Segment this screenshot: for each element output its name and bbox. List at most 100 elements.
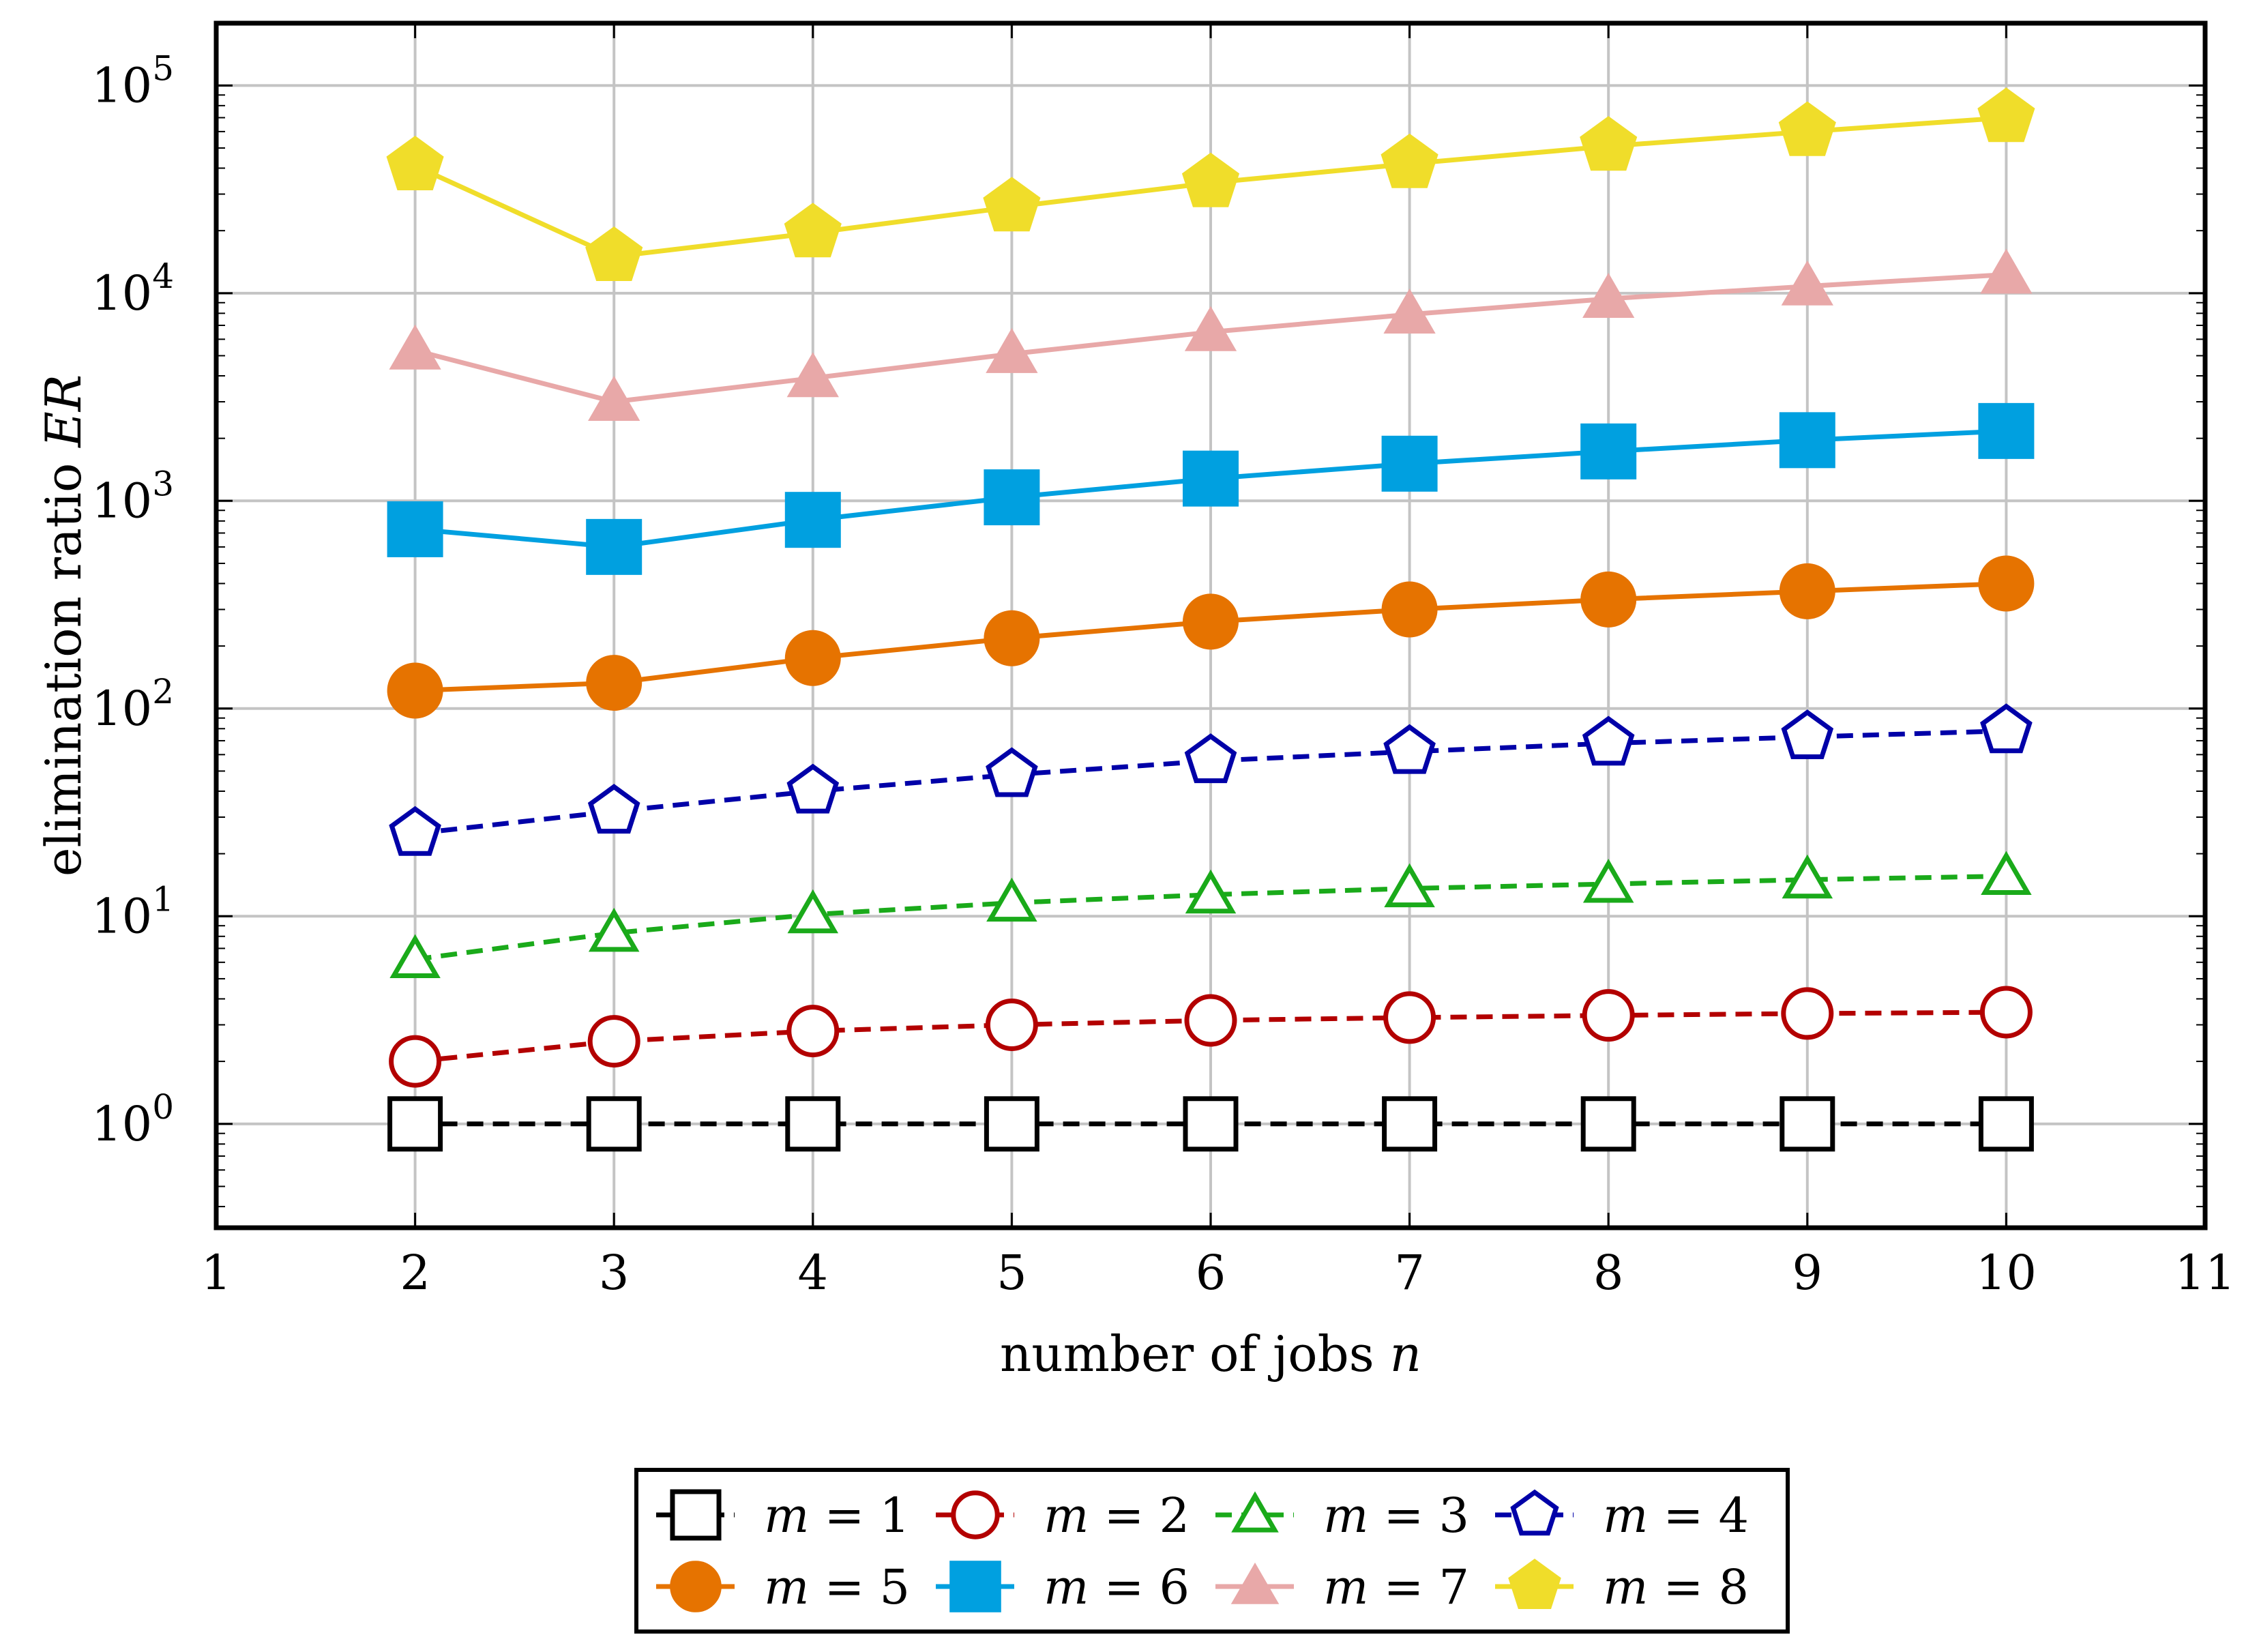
- data-point: [984, 469, 1040, 526]
- legend-entry: m = 6: [936, 1559, 1190, 1615]
- data-point: [1978, 1096, 2034, 1152]
- data-point: [1978, 555, 2035, 612]
- y-tick-label: 100: [91, 1087, 174, 1152]
- data-point: [986, 877, 1037, 922]
- data-point: [1979, 986, 2033, 1039]
- data-point: [986, 747, 1038, 797]
- data-point: [1779, 563, 1835, 619]
- data-point: [1980, 248, 2033, 294]
- series-line: [415, 1009, 2007, 1064]
- data-point: [784, 492, 841, 548]
- legend-marker: [1508, 1559, 1561, 1609]
- data-point: [1185, 869, 1237, 914]
- legend-label: m = 5: [764, 1559, 910, 1615]
- data-point: [1184, 733, 1237, 784]
- data-point: [1381, 581, 1438, 638]
- x-tick-label: 1: [201, 1245, 232, 1301]
- x-tick-label: 4: [798, 1245, 829, 1301]
- legend: m = 1 m = 2 m = 3 m = 4 m = 5 m = 6 m = 7 m = 8: [634, 1468, 1790, 1634]
- data-point: [1781, 260, 1833, 306]
- data-point: [389, 934, 441, 978]
- legend-label: m = 4: [1603, 1488, 1749, 1544]
- data-point: [1183, 593, 1239, 650]
- x-tick-label: 10: [1976, 1245, 2037, 1301]
- data-point: [984, 610, 1040, 666]
- x-tick-label: 5: [996, 1245, 1027, 1301]
- plot-frame: [213, 20, 2208, 1230]
- legend-marker: [670, 1489, 722, 1541]
- data-point: [784, 630, 841, 686]
- y-tick-label: 104: [91, 256, 174, 321]
- data-point: [1977, 87, 2035, 143]
- x-axis-label: number of jobs n: [1000, 1325, 1421, 1383]
- data-point: [1978, 402, 2035, 459]
- data-point: [984, 1096, 1039, 1152]
- data-point: [1580, 116, 1638, 171]
- legend-marker: [670, 1561, 722, 1612]
- data-point: [587, 1015, 640, 1068]
- data-point: [587, 784, 640, 834]
- legend-entry: m = 8: [1495, 1559, 1749, 1615]
- x-tick-label: 3: [599, 1245, 630, 1301]
- legend-marker: [951, 1490, 1000, 1539]
- series-5: [387, 555, 2035, 719]
- data-point: [1382, 1096, 1438, 1152]
- data-point: [389, 806, 441, 856]
- data-point: [1980, 703, 2033, 754]
- x-tick-label: 8: [1593, 1245, 1624, 1301]
- data-point: [1580, 423, 1637, 480]
- data-point: [387, 662, 443, 719]
- series-8: [386, 87, 2035, 281]
- data-point: [389, 1035, 442, 1088]
- data-point: [588, 907, 640, 952]
- data-point: [1184, 994, 1237, 1047]
- data-point: [1782, 854, 1833, 899]
- legend-label: m = 8: [1603, 1559, 1749, 1615]
- x-tick-label: 6: [1196, 1245, 1226, 1301]
- data-point: [1383, 724, 1436, 774]
- series-group: [386, 87, 2035, 1152]
- data-point: [586, 655, 643, 711]
- legend-label: m = 2: [1044, 1488, 1190, 1544]
- legend-frame: [634, 1468, 1790, 1634]
- legend-label: m = 1: [764, 1488, 910, 1544]
- data-point: [1580, 1096, 1636, 1152]
- data-point: [1381, 133, 1438, 188]
- legend-entry: m = 4: [1495, 1488, 1749, 1544]
- data-point: [1582, 273, 1635, 318]
- series-7: [389, 248, 2033, 421]
- legend-entry: m = 1: [656, 1488, 910, 1544]
- data-point: [588, 376, 640, 421]
- x-tick-label: 11: [2174, 1245, 2235, 1301]
- legend-entry: m = 7: [1215, 1559, 1469, 1615]
- legend-marker: [1231, 1491, 1279, 1533]
- data-point: [1981, 851, 2032, 895]
- data-point: [1781, 987, 1834, 1040]
- x-tick-labels: 1 2 3 4 5 6 7 8 9 10 11: [201, 1245, 2236, 1301]
- legend-marker: [1510, 1489, 1559, 1536]
- x-tick-label: 2: [400, 1245, 430, 1301]
- data-point: [986, 327, 1038, 373]
- data-point: [785, 1096, 841, 1152]
- legend-entry: m = 3: [1215, 1488, 1469, 1544]
- legend-entry: m = 2: [936, 1488, 1190, 1544]
- data-point: [1779, 412, 1835, 469]
- data-point: [1183, 1096, 1239, 1152]
- data-point: [1381, 435, 1438, 492]
- data-point: [389, 324, 441, 370]
- data-point: [1384, 863, 1435, 908]
- data-point: [1181, 152, 1240, 207]
- data-point: [586, 1096, 642, 1152]
- data-point: [1383, 289, 1436, 334]
- data-point: [387, 501, 443, 557]
- data-point: [586, 518, 643, 575]
- y-tick-label: 102: [91, 672, 174, 737]
- data-point: [1582, 989, 1635, 1042]
- y-tick-labels: 100 101 102 103 104 105: [91, 48, 174, 1151]
- legend-label: m = 3: [1323, 1488, 1469, 1544]
- y-tick-label: 105: [91, 48, 174, 113]
- x-tick-label: 7: [1394, 1245, 1425, 1301]
- y-tick-label: 101: [91, 879, 174, 944]
- data-point: [1582, 859, 1634, 903]
